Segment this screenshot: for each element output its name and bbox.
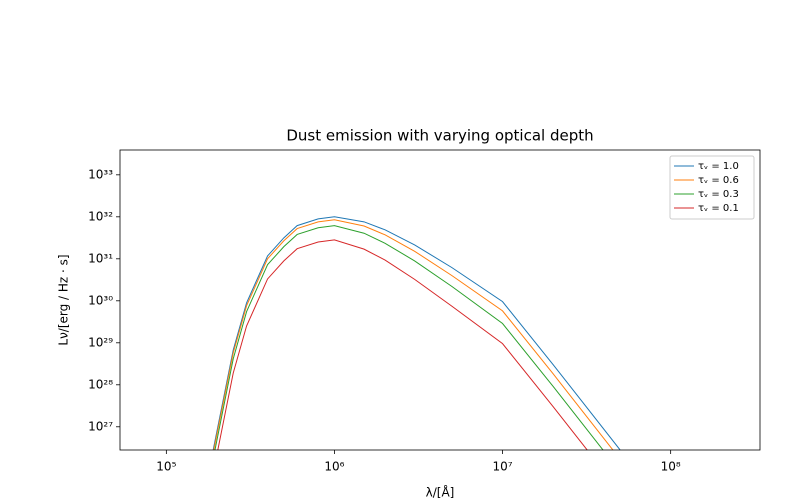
y-tick-label: 10³¹ [88,251,113,265]
y-tick-label: 10²⁹ [88,335,113,349]
y-tick-label: 10²⁸ [88,377,113,391]
legend-label: τᵥ = 0.3 [698,189,739,200]
series-line [213,219,614,450]
y-tick-label: 10³³ [88,167,113,181]
x-axis-label: λ/[Å] [426,485,455,500]
x-tick-label: 10⁶ [324,460,344,474]
x-tick-label: 10⁸ [661,460,681,474]
legend-label: τᵥ = 1.0 [698,161,739,172]
x-tick-label: 10⁵ [156,460,176,474]
y-tick-label: 10²⁷ [88,419,113,433]
legend-box [669,155,755,220]
series-line [217,239,588,450]
y-axis-label: Lν/[erg / Hz · s] [57,254,71,345]
legend-label: τᵥ = 0.6 [698,175,739,186]
x-tick-label: 10⁷ [493,460,513,474]
series-line [214,225,604,450]
y-tick-label: 10³² [88,209,113,223]
series-line [212,216,621,450]
legend-label: τᵥ = 0.1 [698,203,739,214]
y-tick-label: 10³⁰ [88,293,113,307]
plot-area [212,216,621,450]
chart-title: Dust emission with varying optical depth [286,127,593,145]
axes-frame [119,149,761,451]
